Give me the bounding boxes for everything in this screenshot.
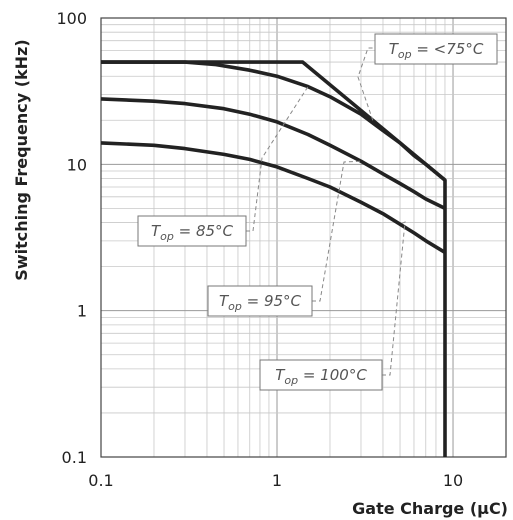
annotation-box-4 [259,359,383,391]
series-label-3: Top = 95°C [219,292,302,313]
x-tick-label: 0.1 [88,471,113,490]
grid-lines [100,18,507,458]
y-tick-label: 100 [56,9,87,28]
series-line-4 [100,141,446,254]
annotation-leader-2 [246,86,309,232]
x-tick-label: 10 [443,471,463,490]
y-axis-title: Switching Frequency (kHz) [12,39,31,280]
plot-frame [100,17,507,458]
series-line-3 [100,97,446,211]
tick-labels: 0.1 1 10 0.1 1 10 100 [56,9,463,490]
x-tick-label: 1 [272,471,282,490]
annotation-leader-1 [357,47,375,121]
y-tick-label: 10 [67,155,87,174]
series-line-2 [101,60,447,182]
annotation-box-1 [374,33,498,65]
series-label-1: Top = <75°C [389,40,484,61]
y-tick-label: 0.1 [62,448,87,467]
annotation-box-3 [207,285,313,317]
y-tick-label: 1 [77,302,87,321]
x-axis-title: Gate Charge (µC) [352,499,508,518]
annotation-box-2 [137,215,247,247]
series-label-2: Top = 85°C [151,222,234,243]
series-layer [100,60,447,457]
annotation-leader-4 [382,221,406,376]
annotations: Top = <75°C Top = 85°C Top = 95°C Top = 100… [137,33,498,391]
annotation-leader-3 [312,160,362,302]
series-label-4: Top = 100°C [275,366,367,387]
